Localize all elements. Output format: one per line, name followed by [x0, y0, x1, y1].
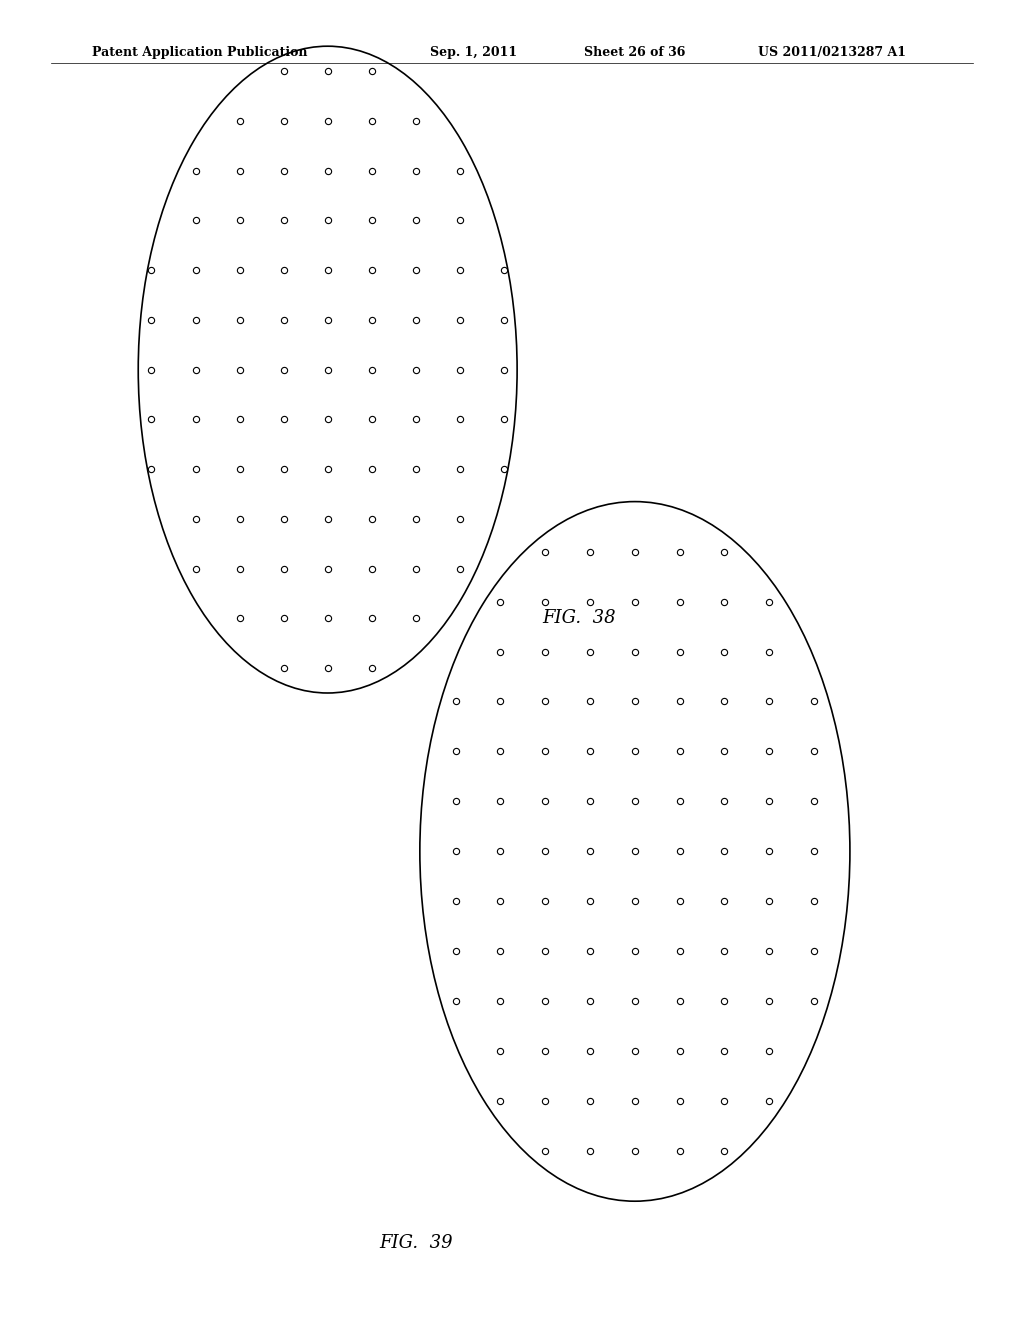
Text: US 2011/0213287 A1: US 2011/0213287 A1 [758, 46, 906, 59]
Text: FIG.  38: FIG. 38 [543, 609, 616, 627]
Text: Sheet 26 of 36: Sheet 26 of 36 [584, 46, 685, 59]
Text: FIG.  39: FIG. 39 [379, 1234, 453, 1253]
Text: Patent Application Publication: Patent Application Publication [92, 46, 307, 59]
Text: Sep. 1, 2011: Sep. 1, 2011 [430, 46, 517, 59]
